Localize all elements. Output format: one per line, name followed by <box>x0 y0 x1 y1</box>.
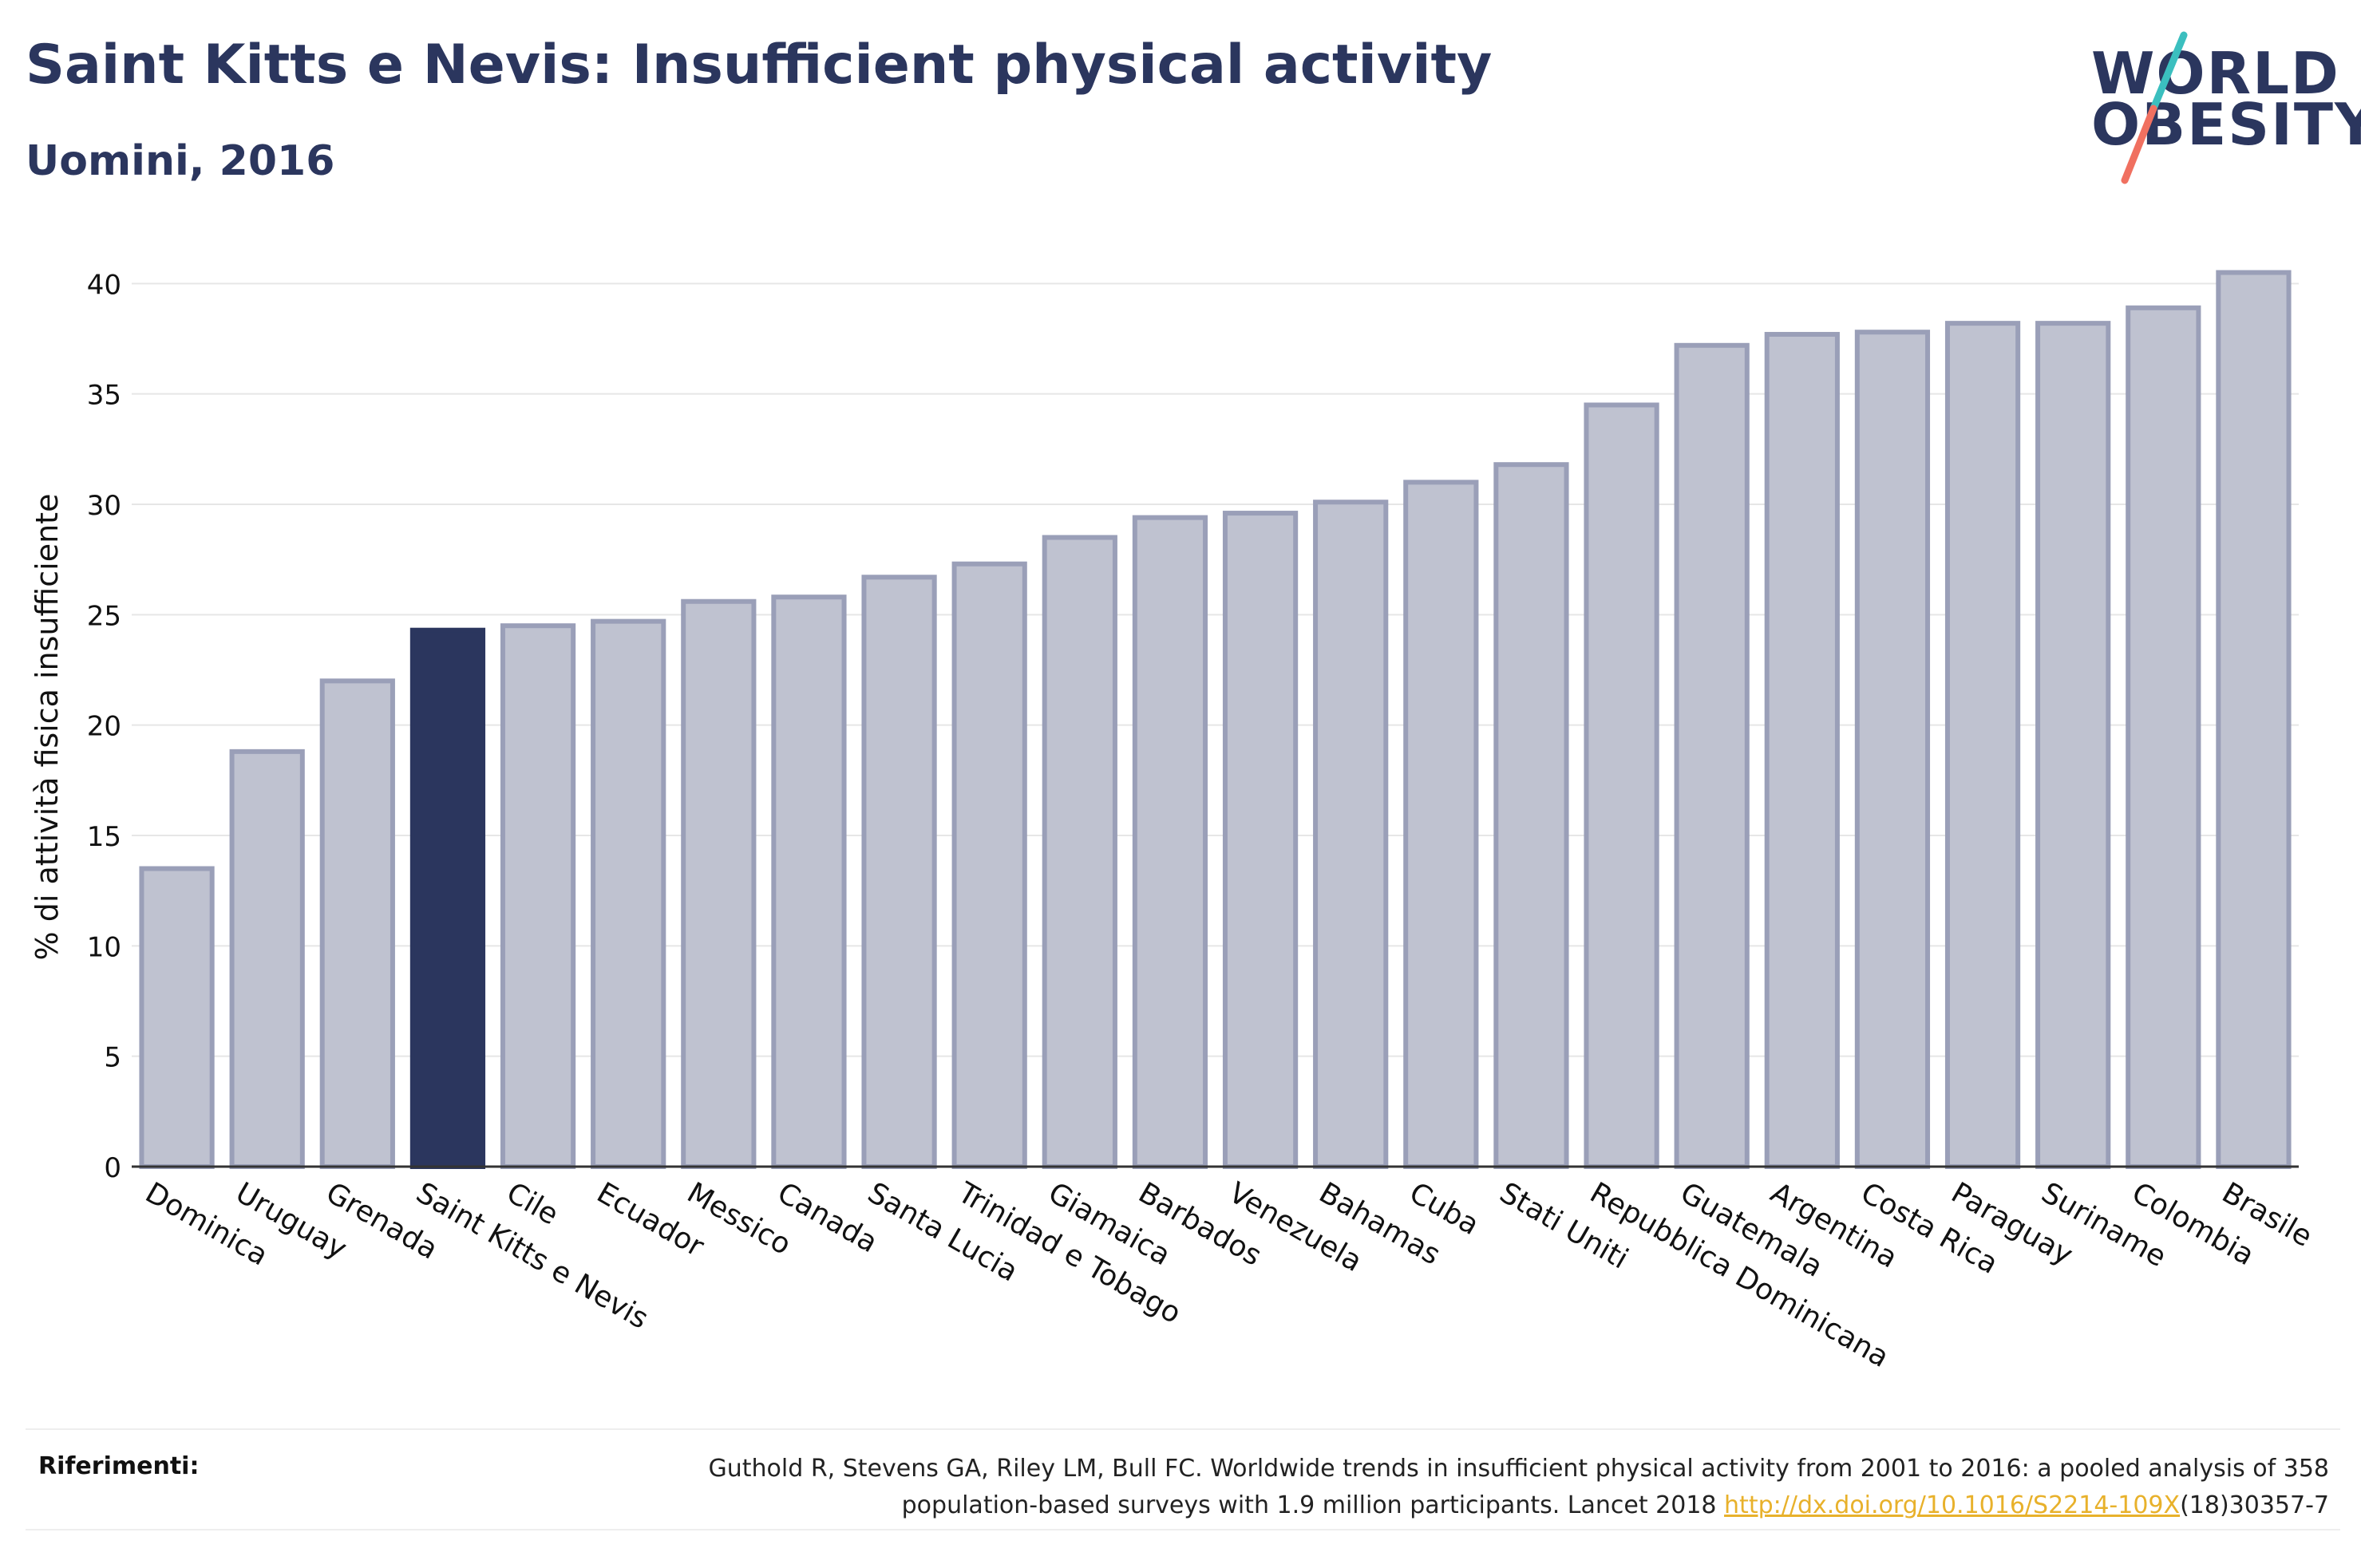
bar-santa-lucia <box>861 575 937 1169</box>
chart-subtitle: Uomini, 2016 <box>26 137 335 185</box>
bar-uruguay <box>229 748 305 1169</box>
bar-cuba <box>1403 480 1479 1169</box>
bar-bahamas <box>1313 500 1389 1169</box>
bar-trinidad-e-tobago <box>951 561 1027 1169</box>
y-tick-label-25: 25 <box>87 600 121 632</box>
references-line-1: Guthold R, Stevens GA, Riley LM, Bull FC… <box>708 1455 2329 1483</box>
y-tick-labels: 0 5 10 15 20 25 30 35 40 <box>87 269 121 1184</box>
bar-stati-uniti <box>1493 462 1569 1169</box>
y-axis-label: % di attività fisica insufficiente <box>30 494 65 961</box>
world-obesity-logo: WORLD OBESITY <box>2091 31 2361 184</box>
bar-saint-kitts-e-nevis <box>409 627 486 1169</box>
bar-messico <box>681 598 757 1169</box>
bar-paraguay <box>1944 321 2021 1170</box>
bar-colombia <box>2126 305 2201 1169</box>
bars <box>139 270 2292 1170</box>
references-line-2-prefix: population-based surveys with 1.9 millio… <box>901 1491 1725 1519</box>
bar-dominica <box>139 866 215 1169</box>
bar-chart: 0 5 10 15 20 25 30 35 40 DominicaUruguayGrenadaS… <box>30 269 2317 1374</box>
y-tick-label-0: 0 <box>104 1152 121 1184</box>
bar-argentina <box>1764 331 1840 1169</box>
bar-barbados <box>1132 515 1208 1169</box>
bar-costa-rica <box>1854 330 1931 1170</box>
references-label: Riferimenti: <box>38 1452 200 1480</box>
bar-brasile <box>2216 270 2292 1169</box>
y-tick-label-5: 5 <box>104 1042 121 1074</box>
y-tick-label-35: 35 <box>87 380 121 412</box>
y-tick-label-10: 10 <box>87 931 121 963</box>
bar-canada <box>771 594 847 1169</box>
chart-title: Saint Kitts e Nevis: Insufficient physic… <box>26 34 1493 97</box>
bar-grenada <box>319 678 395 1169</box>
y-tick-label-15: 15 <box>87 821 121 853</box>
bar-ecuador <box>591 618 666 1169</box>
y-tick-label-30: 30 <box>87 490 121 522</box>
y-tick-label-40: 40 <box>87 269 121 301</box>
bar-suriname <box>2035 321 2111 1170</box>
references-divider-top <box>26 1428 2340 1430</box>
logo-slash-icon <box>2121 31 2188 184</box>
references-doi-link[interactable]: http://dx.doi.org/10.1016/S2214-109X <box>1724 1491 2181 1519</box>
bar-repubblica-dominicana <box>1584 402 1659 1169</box>
references-line-2: population-based surveys with 1.9 millio… <box>493 1487 2329 1524</box>
references-line-2-suffix: (18)30357-7 <box>2180 1491 2329 1519</box>
bar-venezuela <box>1222 511 1299 1169</box>
references-text: Guthold R, Stevens GA, Riley LM, Bull FC… <box>493 1451 2329 1524</box>
bar-guatemala <box>1674 342 1750 1169</box>
bar-giamaica <box>1042 535 1117 1169</box>
logo-word-world: WORLD <box>2091 40 2340 107</box>
references-divider-bottom <box>26 1529 2340 1530</box>
bar-cile <box>500 623 576 1169</box>
x-tick-label-cile: Cile <box>501 1176 564 1231</box>
y-tick-label-20: 20 <box>87 711 121 743</box>
